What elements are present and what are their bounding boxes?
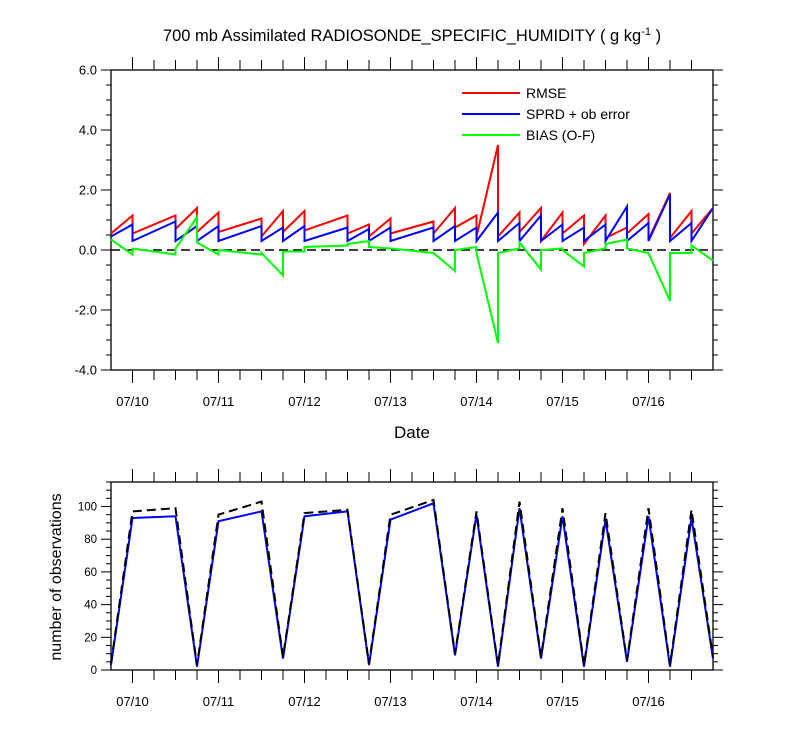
bottom-x-tick-label: 07/14 xyxy=(460,694,493,709)
top-x-tick-label: 07/12 xyxy=(288,394,321,409)
top-legend-label-1: SPRD + ob error xyxy=(526,106,630,122)
top-legend-label-2: BIAS (O-F) xyxy=(526,127,595,143)
top-y-tick-label: 2.0 xyxy=(79,183,97,198)
bottom-y-tick-label: 60 xyxy=(84,567,97,579)
bottom-y-tick-label: 80 xyxy=(84,534,97,546)
bottom-y-tick-label: 0 xyxy=(91,665,97,677)
top-series-line-0 xyxy=(110,144,714,247)
bottom-y-tick-label: 40 xyxy=(84,600,97,612)
bottom-x-tick-label: 07/10 xyxy=(116,694,149,709)
bottom-series-line-1 xyxy=(110,498,714,666)
bottom-y-axis-label: number of observations xyxy=(48,493,65,660)
top-x-tick-label: 07/14 xyxy=(460,394,493,409)
chart-title-superscript: -1 xyxy=(641,26,651,38)
bottom-x-tick-label: 07/13 xyxy=(374,694,407,709)
bottom-series-line-0 xyxy=(110,501,714,667)
bottom-x-tick-label: 07/15 xyxy=(546,694,579,709)
top-panel: -4.0 -2.0 0.0 2.0 4.0 6.0 07/10 07/11 07/12 07/13… xyxy=(75,57,723,409)
chart-title-end: ) xyxy=(651,27,661,45)
chart-title-main: 700 mb Assimilated RADIOSONDE_SPECIFIC_H… xyxy=(163,27,641,45)
top-y-tick-label: 4.0 xyxy=(79,123,97,138)
top-y-tick-label: -4.0 xyxy=(75,363,97,378)
bottom-x-tick-label: 07/11 xyxy=(203,694,235,709)
top-series-line-2 xyxy=(110,213,714,344)
top-x-tick-label: 07/16 xyxy=(632,394,665,409)
bottom-x-tick-label: 07/16 xyxy=(632,694,665,709)
top-x-tick-label: 07/13 xyxy=(374,394,407,409)
bottom-y-tick-label: 100 xyxy=(78,502,97,514)
chart-title: 700 mb Assimilated RADIOSONDE_SPECIFIC_H… xyxy=(163,26,661,45)
bottom-x-tick-label: 07/12 xyxy=(288,694,321,709)
top-x-tick-label: 07/15 xyxy=(546,394,579,409)
top-y-tick-label: 6.0 xyxy=(79,63,97,78)
top-x-axis-label: Date xyxy=(394,423,430,442)
bottom-panel: 0 20 40 60 80 100 07/10 07/11 07/12 07/13 07/14 07/… xyxy=(78,469,723,709)
top-y-tick-label: 0.0 xyxy=(79,243,97,258)
top-x-tick-label: 07/11 xyxy=(203,394,235,409)
bottom-y-tick-label: 20 xyxy=(84,632,97,644)
top-y-tick-label: -2.0 xyxy=(75,303,97,318)
top-x-tick-label: 07/10 xyxy=(116,394,149,409)
top-series-line-1 xyxy=(110,194,714,245)
top-legend-label-0: RMSE xyxy=(526,85,566,101)
